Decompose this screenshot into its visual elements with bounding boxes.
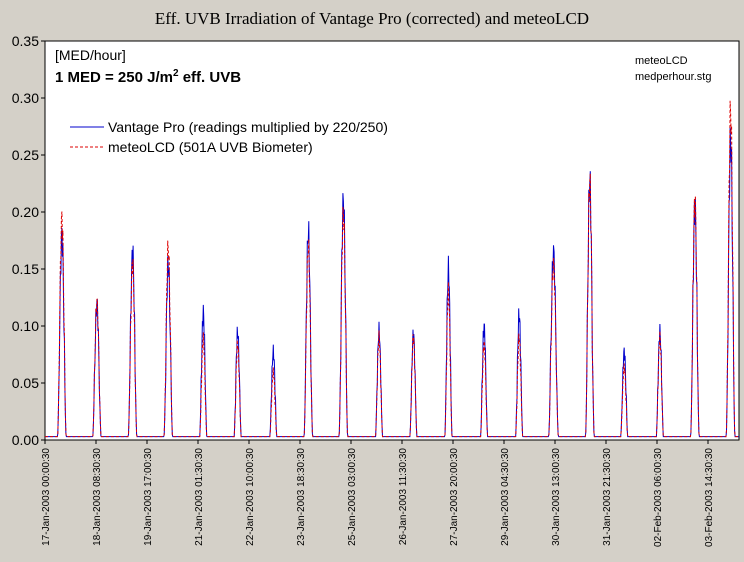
x-tick-label: 19-Jan-2003 17:00:30 xyxy=(143,448,154,546)
med-equation-superscript: 2 xyxy=(173,68,179,79)
unit-annotation: [MED/hour] xyxy=(55,47,126,63)
legend: Vantage Pro (readings multiplied by 220/… xyxy=(70,119,388,155)
chart-title: Eff. UVB Irradiation of Vantage Pro (cor… xyxy=(155,9,589,28)
y-axis: 0.00 0.05 0.10 0.15 0.20 0.25 0.30 0.35 xyxy=(12,33,45,448)
x-tick-label: 18-Jan-2003 08:30:30 xyxy=(92,448,103,546)
x-tick-label: 21-Jan-2003 01:30:30 xyxy=(194,448,205,546)
x-tick-label: 31-Jan-2003 21:30:30 xyxy=(602,448,613,546)
x-tick-label: 25-Jan-2003 03:00:30 xyxy=(347,448,358,546)
med-equation-suffix: eff. UVB xyxy=(179,69,242,86)
x-tick-label: 26-Jan-2003 11:30:30 xyxy=(398,448,409,546)
med-equation-prefix: 1 MED = 250 J/m xyxy=(55,69,173,86)
x-tick-label: 17-Jan-2003 00:00:30 xyxy=(41,448,52,546)
y-tick-label: 0.05 xyxy=(12,375,39,391)
x-tick-label: 23-Jan-2003 18:30:30 xyxy=(296,448,307,546)
legend-label-meteolcd: meteoLCD (501A UVB Biometer) xyxy=(108,139,313,155)
corner-note-line1: meteoLCD xyxy=(635,55,688,67)
y-tick-label: 0.25 xyxy=(12,147,39,163)
x-tick-label: 30-Jan-2003 13:00:30 xyxy=(551,448,562,546)
corner-note-line2: medperhour.stg xyxy=(635,71,711,83)
y-tick-label: 0.00 xyxy=(12,432,39,448)
y-tick-label: 0.30 xyxy=(12,90,39,106)
legend-label-vantage: Vantage Pro (readings multiplied by 220/… xyxy=(108,119,388,135)
x-tick-label: 29-Jan-2003 04:30:30 xyxy=(500,448,511,546)
x-tick-label: 22-Jan-2003 10:00:30 xyxy=(245,448,256,546)
x-tick-label: 27-Jan-2003 20:00:30 xyxy=(449,448,460,546)
x-tick-label: 03-Feb-2003 14:30:30 xyxy=(704,448,715,547)
y-tick-label: 0.10 xyxy=(12,318,39,334)
x-axis: 17-Jan-2003 00:00:30 18-Jan-2003 08:30:30… xyxy=(41,440,715,547)
x-tick-label: 02-Feb-2003 06:00:30 xyxy=(653,448,664,547)
y-tick-label: 0.35 xyxy=(12,33,39,49)
med-equation-annotation: 1 MED = 250 J/m2 eff. UVB xyxy=(55,68,241,86)
y-tick-label: 0.15 xyxy=(12,261,39,277)
series-layer xyxy=(45,100,739,438)
plot-area xyxy=(44,40,740,441)
series-line-meteolcd xyxy=(45,100,739,438)
y-tick-label: 0.20 xyxy=(12,204,39,220)
